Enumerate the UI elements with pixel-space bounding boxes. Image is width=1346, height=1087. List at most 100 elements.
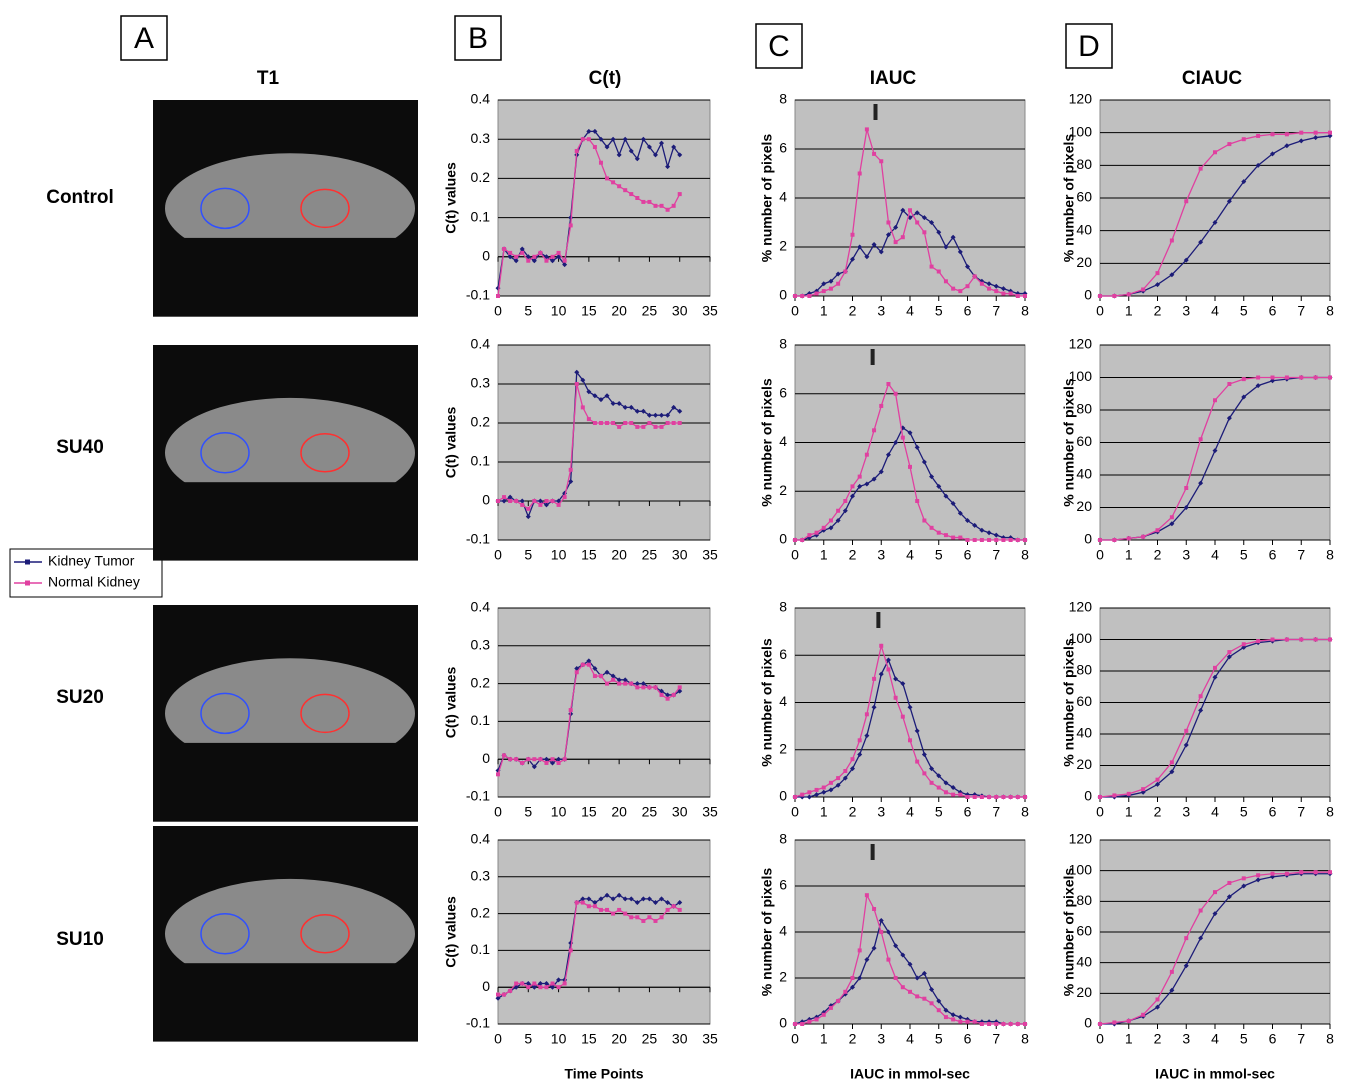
point <box>943 790 948 795</box>
point <box>800 792 805 797</box>
y-axis-label: % number of pixels <box>759 134 775 263</box>
legend-box <box>9 548 163 598</box>
point <box>568 948 573 953</box>
point <box>1169 987 1175 993</box>
y-tick-label: 60 <box>1076 693 1092 709</box>
point <box>659 896 665 902</box>
point <box>879 159 884 164</box>
tumor-outline <box>200 187 250 230</box>
point <box>1226 894 1232 900</box>
point <box>857 244 863 250</box>
point <box>652 900 658 906</box>
point <box>1155 271 1160 276</box>
y-tick-label: 0 <box>482 750 490 766</box>
point <box>821 281 827 287</box>
point <box>496 992 500 997</box>
point <box>1008 1022 1013 1026</box>
point <box>1226 198 1232 204</box>
point <box>965 795 970 799</box>
point <box>908 989 912 994</box>
point <box>652 412 658 418</box>
x-tick-label: 5 <box>1240 804 1248 820</box>
point <box>1241 876 1246 881</box>
y-tick-label: 2 <box>779 740 787 756</box>
x-tick-label: 1 <box>820 547 828 563</box>
x-tick-label: 8 <box>1021 1031 1029 1047</box>
x-tick-label: 2 <box>849 804 857 820</box>
point <box>836 281 841 286</box>
point <box>821 789 827 795</box>
point <box>665 900 671 906</box>
point <box>1001 795 1006 799</box>
point <box>1023 795 1027 799</box>
point <box>914 728 920 734</box>
y-tick-label: 0.3 <box>471 868 491 884</box>
point <box>508 499 513 503</box>
y-tick-label: 0.4 <box>471 91 491 107</box>
x-tick-label: 2 <box>1154 1031 1162 1047</box>
x-tick-label: 1 <box>1125 804 1133 820</box>
point <box>586 389 592 395</box>
point <box>526 506 531 511</box>
point <box>543 502 549 508</box>
point <box>936 1008 941 1013</box>
y-tick-label: 0.2 <box>471 904 491 920</box>
point <box>950 234 956 240</box>
point <box>496 499 500 503</box>
table <box>153 742 418 822</box>
point <box>958 1019 963 1024</box>
point <box>508 250 513 255</box>
y-tick-label: 0.2 <box>471 169 491 185</box>
point <box>574 369 580 375</box>
point <box>1001 291 1006 296</box>
point <box>616 152 622 158</box>
point <box>550 757 555 762</box>
point <box>610 136 616 142</box>
point <box>653 424 658 429</box>
point <box>665 907 670 912</box>
x-tick-label: 8 <box>1021 303 1029 319</box>
x-axis-label: Time Points <box>564 1066 643 1082</box>
point <box>659 915 664 920</box>
y-tick-label: 100 <box>1069 123 1093 139</box>
point <box>793 294 797 298</box>
point <box>986 281 992 287</box>
point <box>580 377 586 383</box>
point <box>1126 292 1131 297</box>
y-tick-label: 8 <box>779 831 787 847</box>
point <box>568 479 574 484</box>
point <box>972 1019 977 1024</box>
point <box>835 782 841 788</box>
point <box>871 476 877 482</box>
point <box>793 1022 797 1026</box>
point <box>659 424 664 429</box>
point <box>929 264 934 269</box>
legend-marker <box>25 559 30 565</box>
point <box>640 408 646 414</box>
point <box>629 915 634 920</box>
point <box>1313 870 1318 875</box>
point <box>629 421 634 425</box>
point <box>496 772 500 777</box>
point <box>1169 238 1174 243</box>
x-tick-label: 8 <box>1326 547 1334 563</box>
point <box>538 985 543 990</box>
x-tick-label: 0 <box>791 303 799 319</box>
x-tick-label: 1 <box>1125 303 1133 319</box>
point <box>502 495 507 500</box>
point <box>665 412 671 418</box>
point <box>532 981 537 986</box>
point <box>519 498 525 504</box>
x-tick-label: 2 <box>1154 303 1162 319</box>
x-tick-label: 5 <box>1240 303 1248 319</box>
point <box>793 795 797 799</box>
x-tick-label: 10 <box>551 303 567 319</box>
point <box>1227 142 1232 147</box>
point <box>864 127 869 132</box>
point <box>1198 166 1203 171</box>
point <box>1198 480 1204 486</box>
point <box>936 269 941 274</box>
point <box>958 792 963 797</box>
x-tick-label: 7 <box>1297 303 1305 319</box>
point <box>1184 936 1189 941</box>
